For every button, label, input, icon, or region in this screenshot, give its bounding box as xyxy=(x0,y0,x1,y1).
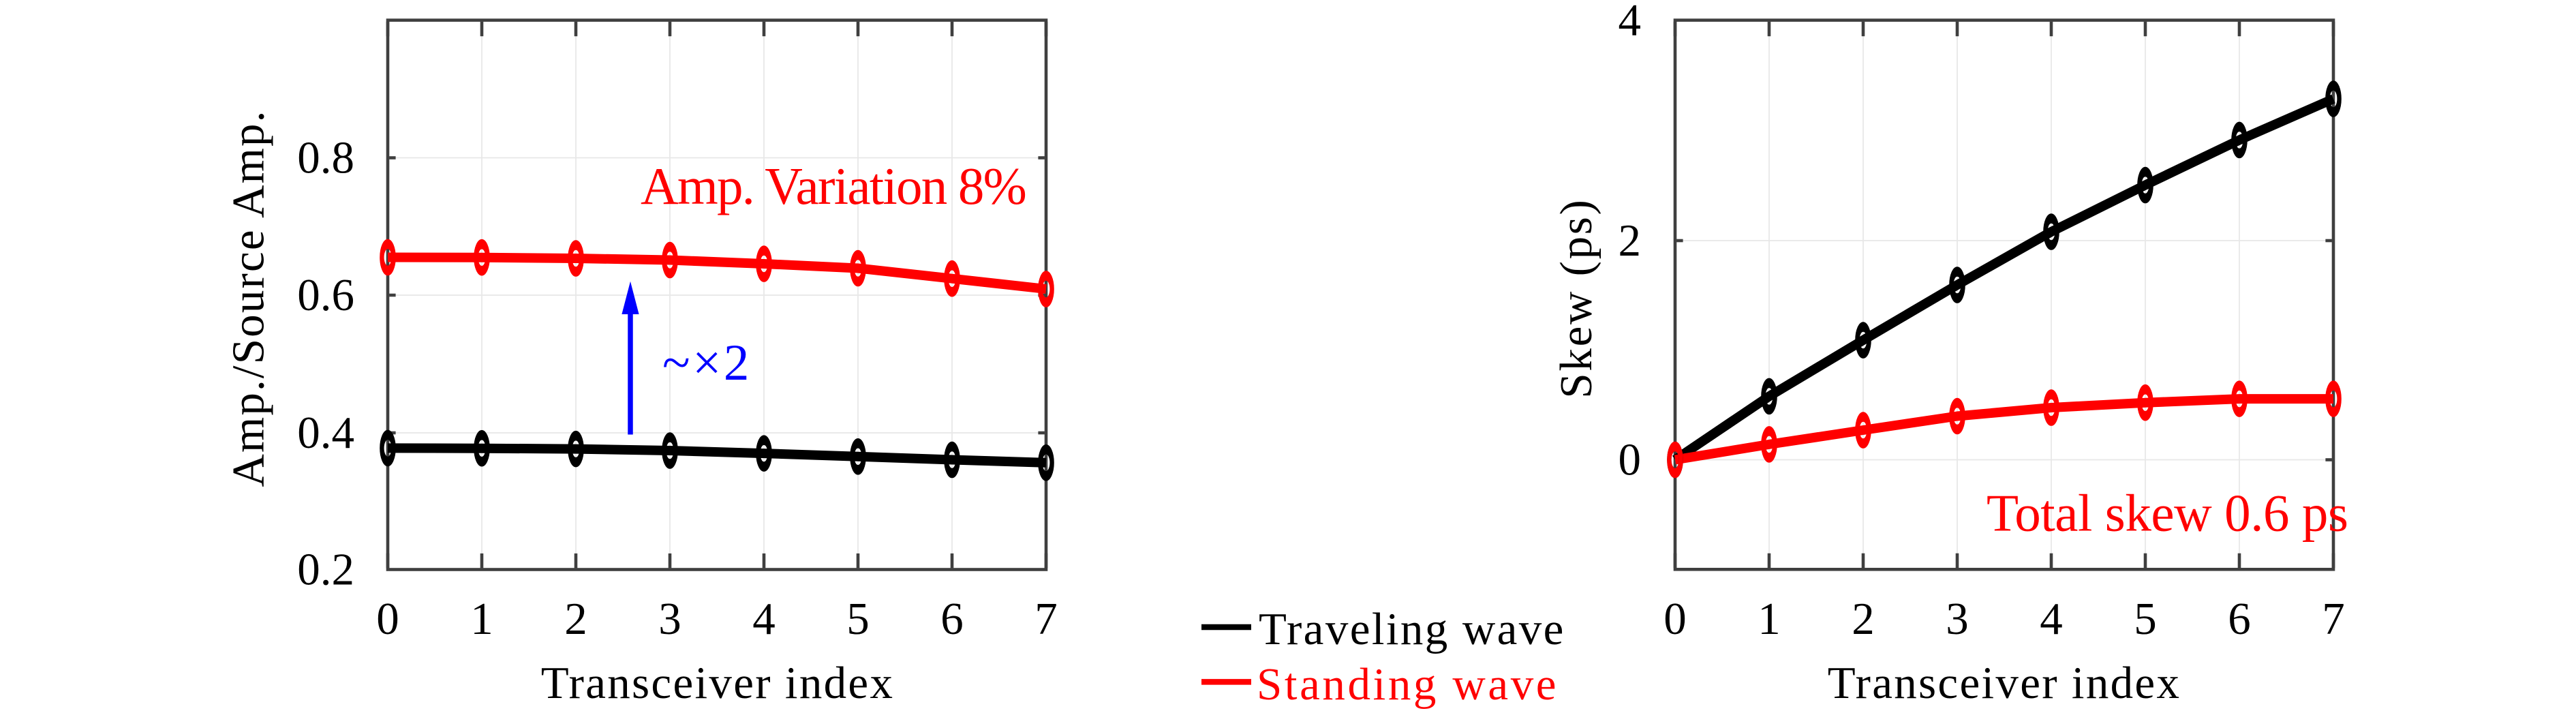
svg-text:Total skew 0.6 ps: Total skew 0.6 ps xyxy=(1987,484,2348,543)
svg-text:6: 6 xyxy=(940,594,964,644)
svg-text:0.8: 0.8 xyxy=(297,133,354,183)
svg-text:0.4: 0.4 xyxy=(297,408,354,458)
svg-text:3: 3 xyxy=(658,594,681,644)
svg-text:Transceiver index: Transceiver index xyxy=(541,658,895,708)
svg-text:Amp. Variation 8%: Amp. Variation 8% xyxy=(641,157,1026,215)
svg-text:4: 4 xyxy=(1619,0,1642,46)
svg-text:1: 1 xyxy=(1758,594,1781,644)
svg-text:Standing wave: Standing wave xyxy=(1257,659,1559,710)
svg-text:5: 5 xyxy=(846,594,870,644)
svg-text:1: 1 xyxy=(470,594,493,644)
svg-text:7: 7 xyxy=(1034,594,1058,644)
svg-text:7: 7 xyxy=(2322,594,2345,644)
svg-text:5: 5 xyxy=(2134,594,2157,644)
svg-text:~×2: ~×2 xyxy=(662,335,752,391)
svg-text:0: 0 xyxy=(376,594,399,644)
svg-text:2: 2 xyxy=(1619,215,1642,266)
svg-text:0.2: 0.2 xyxy=(297,545,354,595)
svg-text:6: 6 xyxy=(2228,594,2251,644)
svg-text:3: 3 xyxy=(1946,594,1969,644)
svg-text:Transceiver index: Transceiver index xyxy=(1828,658,2181,708)
svg-text:4: 4 xyxy=(752,594,776,644)
svg-text:Skew (ps): Skew (ps) xyxy=(1551,198,1601,398)
svg-text:2: 2 xyxy=(564,594,587,644)
svg-text:Traveling wave: Traveling wave xyxy=(1259,604,1565,654)
svg-text:0: 0 xyxy=(1663,594,1687,644)
svg-text:2: 2 xyxy=(1852,594,1875,644)
svg-text:4: 4 xyxy=(2040,594,2063,644)
svg-text:0.6: 0.6 xyxy=(297,270,354,320)
svg-text:0: 0 xyxy=(1619,435,1642,485)
svg-text:Amp./Source Amp.: Amp./Source Amp. xyxy=(224,109,274,487)
